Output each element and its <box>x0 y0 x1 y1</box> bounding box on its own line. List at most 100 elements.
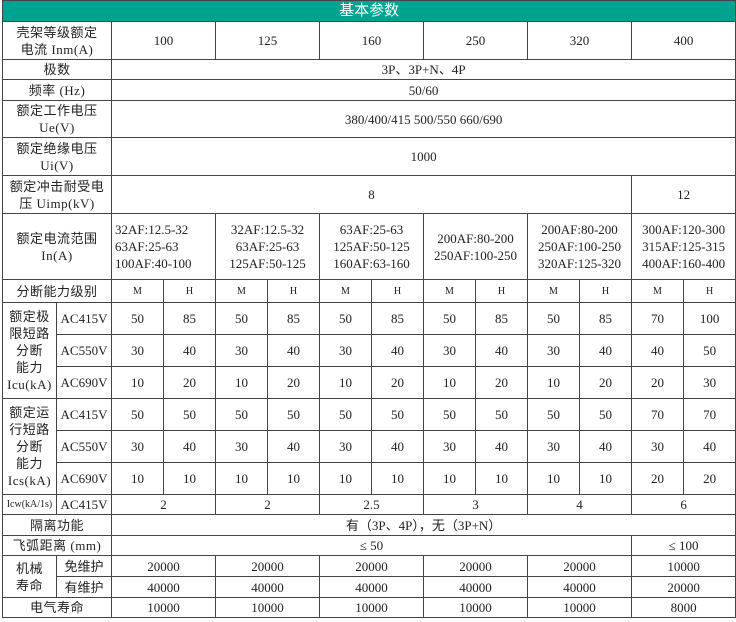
icu-value: 10 <box>111 366 164 399</box>
ics-value: 30 <box>423 430 476 463</box>
mechanical-life-row: 有维护 40000 40000 40000 40000 40000 20000 <box>3 576 736 598</box>
ics-value: 50 <box>319 398 372 431</box>
row-label: 分断能力级别 <box>2 279 112 303</box>
title-row: 基本参数 <box>1 0 736 22</box>
ics-value: 50 <box>215 398 268 431</box>
icw-value: 2 <box>215 494 320 515</box>
breaking-class-value: H <box>682 279 736 303</box>
frame-value: 250 <box>423 21 528 60</box>
ics-value: 10 <box>475 462 528 495</box>
mechanical-life-value: 20000 <box>527 555 632 577</box>
ics-value: 10 <box>371 462 424 495</box>
voltage-label: AC415V <box>56 398 112 431</box>
arc-distance-value: ≤ 50 <box>111 535 632 556</box>
icu-value: 85 <box>475 302 528 335</box>
ics-value: 50 <box>111 398 164 431</box>
breaking-class-value: H <box>475 279 528 303</box>
isolation-value: 有（3P、4P），无（3P+N） <box>110 514 736 536</box>
poles-row: 极数 3P、3P+N、4P <box>2 59 736 80</box>
icu-value: 10 <box>423 366 476 399</box>
frequency-value: 50/60 <box>110 79 736 101</box>
breaking-class-value: M <box>215 279 268 303</box>
sub-label: 有维护 <box>56 576 112 598</box>
breaking-class-value: H <box>267 279 320 303</box>
row-label: 极数 <box>2 59 112 80</box>
icu-value: 85 <box>579 302 632 335</box>
icu-value: 40 <box>579 334 632 367</box>
ics-value: 70 <box>631 398 684 431</box>
mechanical-life-value: 20000 <box>319 555 424 577</box>
ics-value: 40 <box>163 430 216 463</box>
mechanical-life-value: 10000 <box>630 555 736 577</box>
mechanical-life-value: 20000 <box>111 555 216 577</box>
uimp-row: 额定冲击耐受电 压 Uimp(kV) 8 12 <box>2 175 736 214</box>
row-label: Icw(kA/1s) <box>2 494 57 515</box>
current-range-row: 额定电流范围 In(A) 32AF:12.5-32 63AF:25-63 100A… <box>2 213 736 280</box>
ics-value: 30 <box>631 430 684 463</box>
row-label: 额定工作电压 Ue(V) <box>2 100 112 138</box>
ics-value: 50 <box>579 398 632 431</box>
row-label: 机械 寿命 <box>2 555 57 598</box>
electrical-life-value: 10000 <box>319 597 424 618</box>
mechanical-life-value: 20000 <box>423 555 528 577</box>
mechanical-life-value: 40000 <box>215 576 320 598</box>
frame-value: 160 <box>319 21 424 60</box>
arc-distance-value: ≤ 100 <box>630 535 736 556</box>
icu-value: 30 <box>527 334 580 367</box>
icu-value: 40 <box>371 334 424 367</box>
electrical-life-value: 10000 <box>527 597 632 618</box>
icu-value: 10 <box>527 366 580 399</box>
frame-value: 400 <box>630 21 736 60</box>
voltage-label: AC415V <box>56 302 112 335</box>
mechanical-life-value: 40000 <box>319 576 424 598</box>
ics-value: 10 <box>527 462 580 495</box>
frame-value: 125 <box>215 21 320 60</box>
breaking-class-value: M <box>527 279 580 303</box>
icu-value: 40 <box>631 334 684 367</box>
icu-value: 20 <box>475 366 528 399</box>
icu-row: AC690V 10 20 10 20 10 20 10 20 10 20 20 30 <box>3 366 736 399</box>
uimp-value: 8 <box>111 175 632 214</box>
row-label: 壳架等级额定 电流 Inm(A) <box>2 21 112 60</box>
row-label: 频率 (Hz) <box>2 79 112 101</box>
row-label: 飞弧距离 (mm) <box>2 535 112 556</box>
icu-value: 20 <box>163 366 216 399</box>
current-range-value: 63AF:25-63 125AF:50-125 160AF:63-160 <box>319 213 424 280</box>
ics-value: 50 <box>475 398 528 431</box>
current-range-value: 200AF:80-200 250AF:100-250 320AF:125-320 <box>527 213 632 280</box>
ics-value: 30 <box>215 430 268 463</box>
breaking-class-value: H <box>371 279 424 303</box>
ics-value: 10 <box>163 462 216 495</box>
row-label: 额定电流范围 In(A) <box>2 213 112 280</box>
icw-value: 2 <box>111 494 216 515</box>
icw-value: 6 <box>630 494 736 515</box>
row-label: 额定运 行短路 分断 能力 Ics(kA) <box>2 398 57 495</box>
ics-value: 10 <box>579 462 632 495</box>
breaking-class-value: M <box>319 279 372 303</box>
row-label: 额定冲击耐受电 压 Uimp(kV) <box>2 175 112 214</box>
ui-value: 1000 <box>110 137 736 176</box>
icu-value: 30 <box>215 334 268 367</box>
frame-row: 壳架等级额定 电流 Inm(A) 100 125 160 250 320 400 <box>2 21 736 60</box>
icu-value: 20 <box>579 366 632 399</box>
row-label: 额定绝缘电压 Ui(V) <box>2 137 112 176</box>
ics-value: 30 <box>319 430 372 463</box>
ics-value: 40 <box>579 430 632 463</box>
ics-value: 70 <box>682 398 736 431</box>
icu-value: 50 <box>319 302 372 335</box>
frequency-row: 频率 (Hz) 50/60 <box>2 79 736 101</box>
electrical-life-value: 10000 <box>423 597 528 618</box>
icu-value: 20 <box>631 366 684 399</box>
ics-value: 40 <box>371 430 424 463</box>
icu-value: 100 <box>682 302 736 335</box>
ics-value: 30 <box>111 430 164 463</box>
ics-row: AC690V 10 10 10 10 10 10 10 10 10 10 20 20 <box>3 462 736 495</box>
ics-value: 10 <box>111 462 164 495</box>
icw-value: 3 <box>423 494 528 515</box>
ics-value: 10 <box>267 462 320 495</box>
icu-value: 20 <box>371 366 424 399</box>
icu-value: 30 <box>682 366 736 399</box>
current-range-value: 32AF:12.5-32 63AF:25-63 125AF:50-125 <box>215 213 320 280</box>
electrical-life-value: 8000 <box>630 597 736 618</box>
